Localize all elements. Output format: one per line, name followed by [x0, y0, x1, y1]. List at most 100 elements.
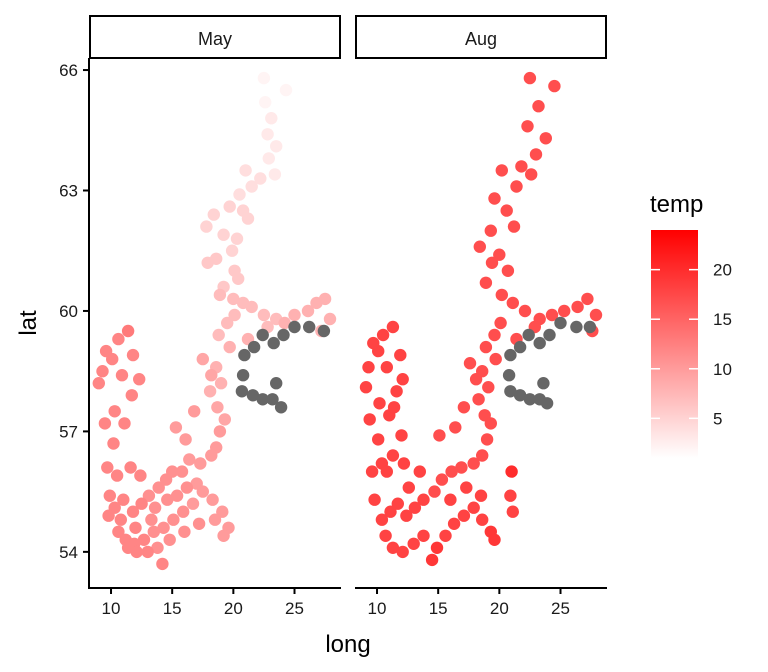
aug-point-57 — [396, 545, 409, 559]
facet-label-may: May — [198, 29, 232, 49]
aug-point-61 — [430, 541, 444, 554]
may-point-83 — [151, 541, 164, 554]
may-point-71 — [167, 513, 180, 526]
may-point-111 — [190, 477, 203, 490]
may-point-11 — [233, 188, 246, 201]
legend-colorbar — [651, 230, 698, 458]
may-point-57 — [159, 473, 173, 486]
may-point-64 — [102, 509, 115, 522]
may-point-33 — [301, 304, 315, 318]
may-point-72 — [177, 505, 190, 518]
aug-point-32 — [489, 352, 502, 366]
may-point-7 — [268, 168, 282, 181]
aug-point-107 — [554, 316, 567, 330]
aug-point-9 — [510, 180, 523, 193]
may-point-36 — [323, 312, 337, 326]
aug-point-14 — [473, 240, 486, 253]
may-point-69 — [147, 525, 160, 538]
may-point-21 — [201, 256, 214, 269]
may-point-1 — [279, 83, 293, 97]
may-point-29 — [257, 308, 271, 322]
aug-point-95 — [505, 465, 518, 478]
aug-point-90 — [396, 373, 409, 386]
may-point-95 — [108, 405, 121, 418]
aug-point-21 — [518, 304, 532, 318]
may-point-81 — [178, 525, 191, 538]
aug-point-10 — [488, 192, 501, 205]
aug-point-3 — [521, 120, 534, 133]
may-point-96 — [118, 417, 131, 430]
may-point-2 — [259, 96, 272, 109]
aug-point-37 — [472, 393, 485, 406]
may-point-3 — [265, 112, 278, 125]
x-tick-label-0-25: 25 — [285, 599, 304, 618]
may-point-48 — [196, 352, 209, 366]
may-point-129 — [246, 389, 260, 402]
aug-point-64 — [457, 509, 471, 522]
may-point-104 — [112, 332, 125, 346]
aug-point-68 — [488, 533, 501, 546]
may-point-9 — [254, 172, 267, 185]
aug-point-58 — [407, 537, 420, 550]
facet-strip-aug: Aug — [355, 15, 607, 59]
aug-point-92 — [449, 421, 462, 434]
aug-point-45 — [445, 465, 458, 478]
may-point-121 — [256, 328, 269, 342]
aug-point-30 — [488, 328, 501, 342]
aug-point-115 — [540, 397, 554, 410]
may-point-58 — [152, 481, 165, 494]
may-point-82 — [163, 533, 176, 546]
aug-point-39 — [463, 357, 477, 370]
may-point-78 — [217, 529, 230, 542]
may-point-86 — [121, 541, 135, 554]
aug-point-65 — [467, 501, 480, 514]
aug-point-13 — [484, 224, 497, 237]
aug-point-105 — [533, 336, 546, 350]
aug-point-66 — [476, 513, 489, 526]
may-point-119 — [238, 348, 251, 362]
x-tick-label-1-15: 15 — [429, 599, 448, 618]
may-point-40 — [212, 328, 225, 342]
may-point-123 — [277, 328, 290, 342]
may-point-32 — [288, 308, 301, 322]
aug-point-19 — [495, 288, 508, 302]
aug-point-84 — [362, 361, 375, 374]
aug-point-62 — [439, 529, 452, 542]
y-tick-label-54: 54 — [59, 543, 78, 562]
aug-point-81 — [390, 385, 403, 398]
aug-point-89 — [394, 348, 407, 362]
may-point-31 — [278, 316, 291, 330]
aug-point-18 — [479, 276, 493, 289]
may-point-114 — [161, 493, 174, 506]
aug-point-2 — [532, 100, 545, 113]
aug-point-23 — [545, 308, 559, 322]
x-tick-label-0-15: 15 — [163, 599, 182, 618]
may-point-6 — [262, 152, 275, 165]
may-point-106 — [133, 373, 146, 386]
aug-point-99 — [395, 429, 408, 442]
may-point-102 — [99, 344, 113, 358]
may-point-101 — [92, 377, 106, 390]
may-point-91 — [110, 469, 124, 482]
aug-point-44 — [455, 461, 468, 474]
aug-point-52 — [384, 505, 397, 518]
aug-point-17 — [501, 264, 515, 277]
x-tick-label-0-10: 10 — [102, 599, 121, 618]
may-point-8 — [239, 164, 252, 177]
may-point-60 — [135, 497, 148, 510]
aug-point-86 — [367, 336, 380, 350]
may-point-52 — [205, 449, 218, 462]
aug-point-63 — [447, 517, 461, 530]
may-point-75 — [206, 493, 219, 506]
aug-point-85 — [359, 381, 373, 394]
may-point-109 — [188, 405, 201, 418]
aug-point-50 — [400, 509, 413, 522]
aug-point-54 — [368, 493, 381, 506]
aug-point-25 — [571, 300, 584, 314]
aug-point-7 — [525, 168, 538, 181]
may-point-65 — [112, 525, 125, 538]
y-tick-label-60: 60 — [59, 302, 78, 321]
facet-label-aug: Aug — [465, 29, 497, 49]
may-point-12 — [223, 200, 236, 213]
